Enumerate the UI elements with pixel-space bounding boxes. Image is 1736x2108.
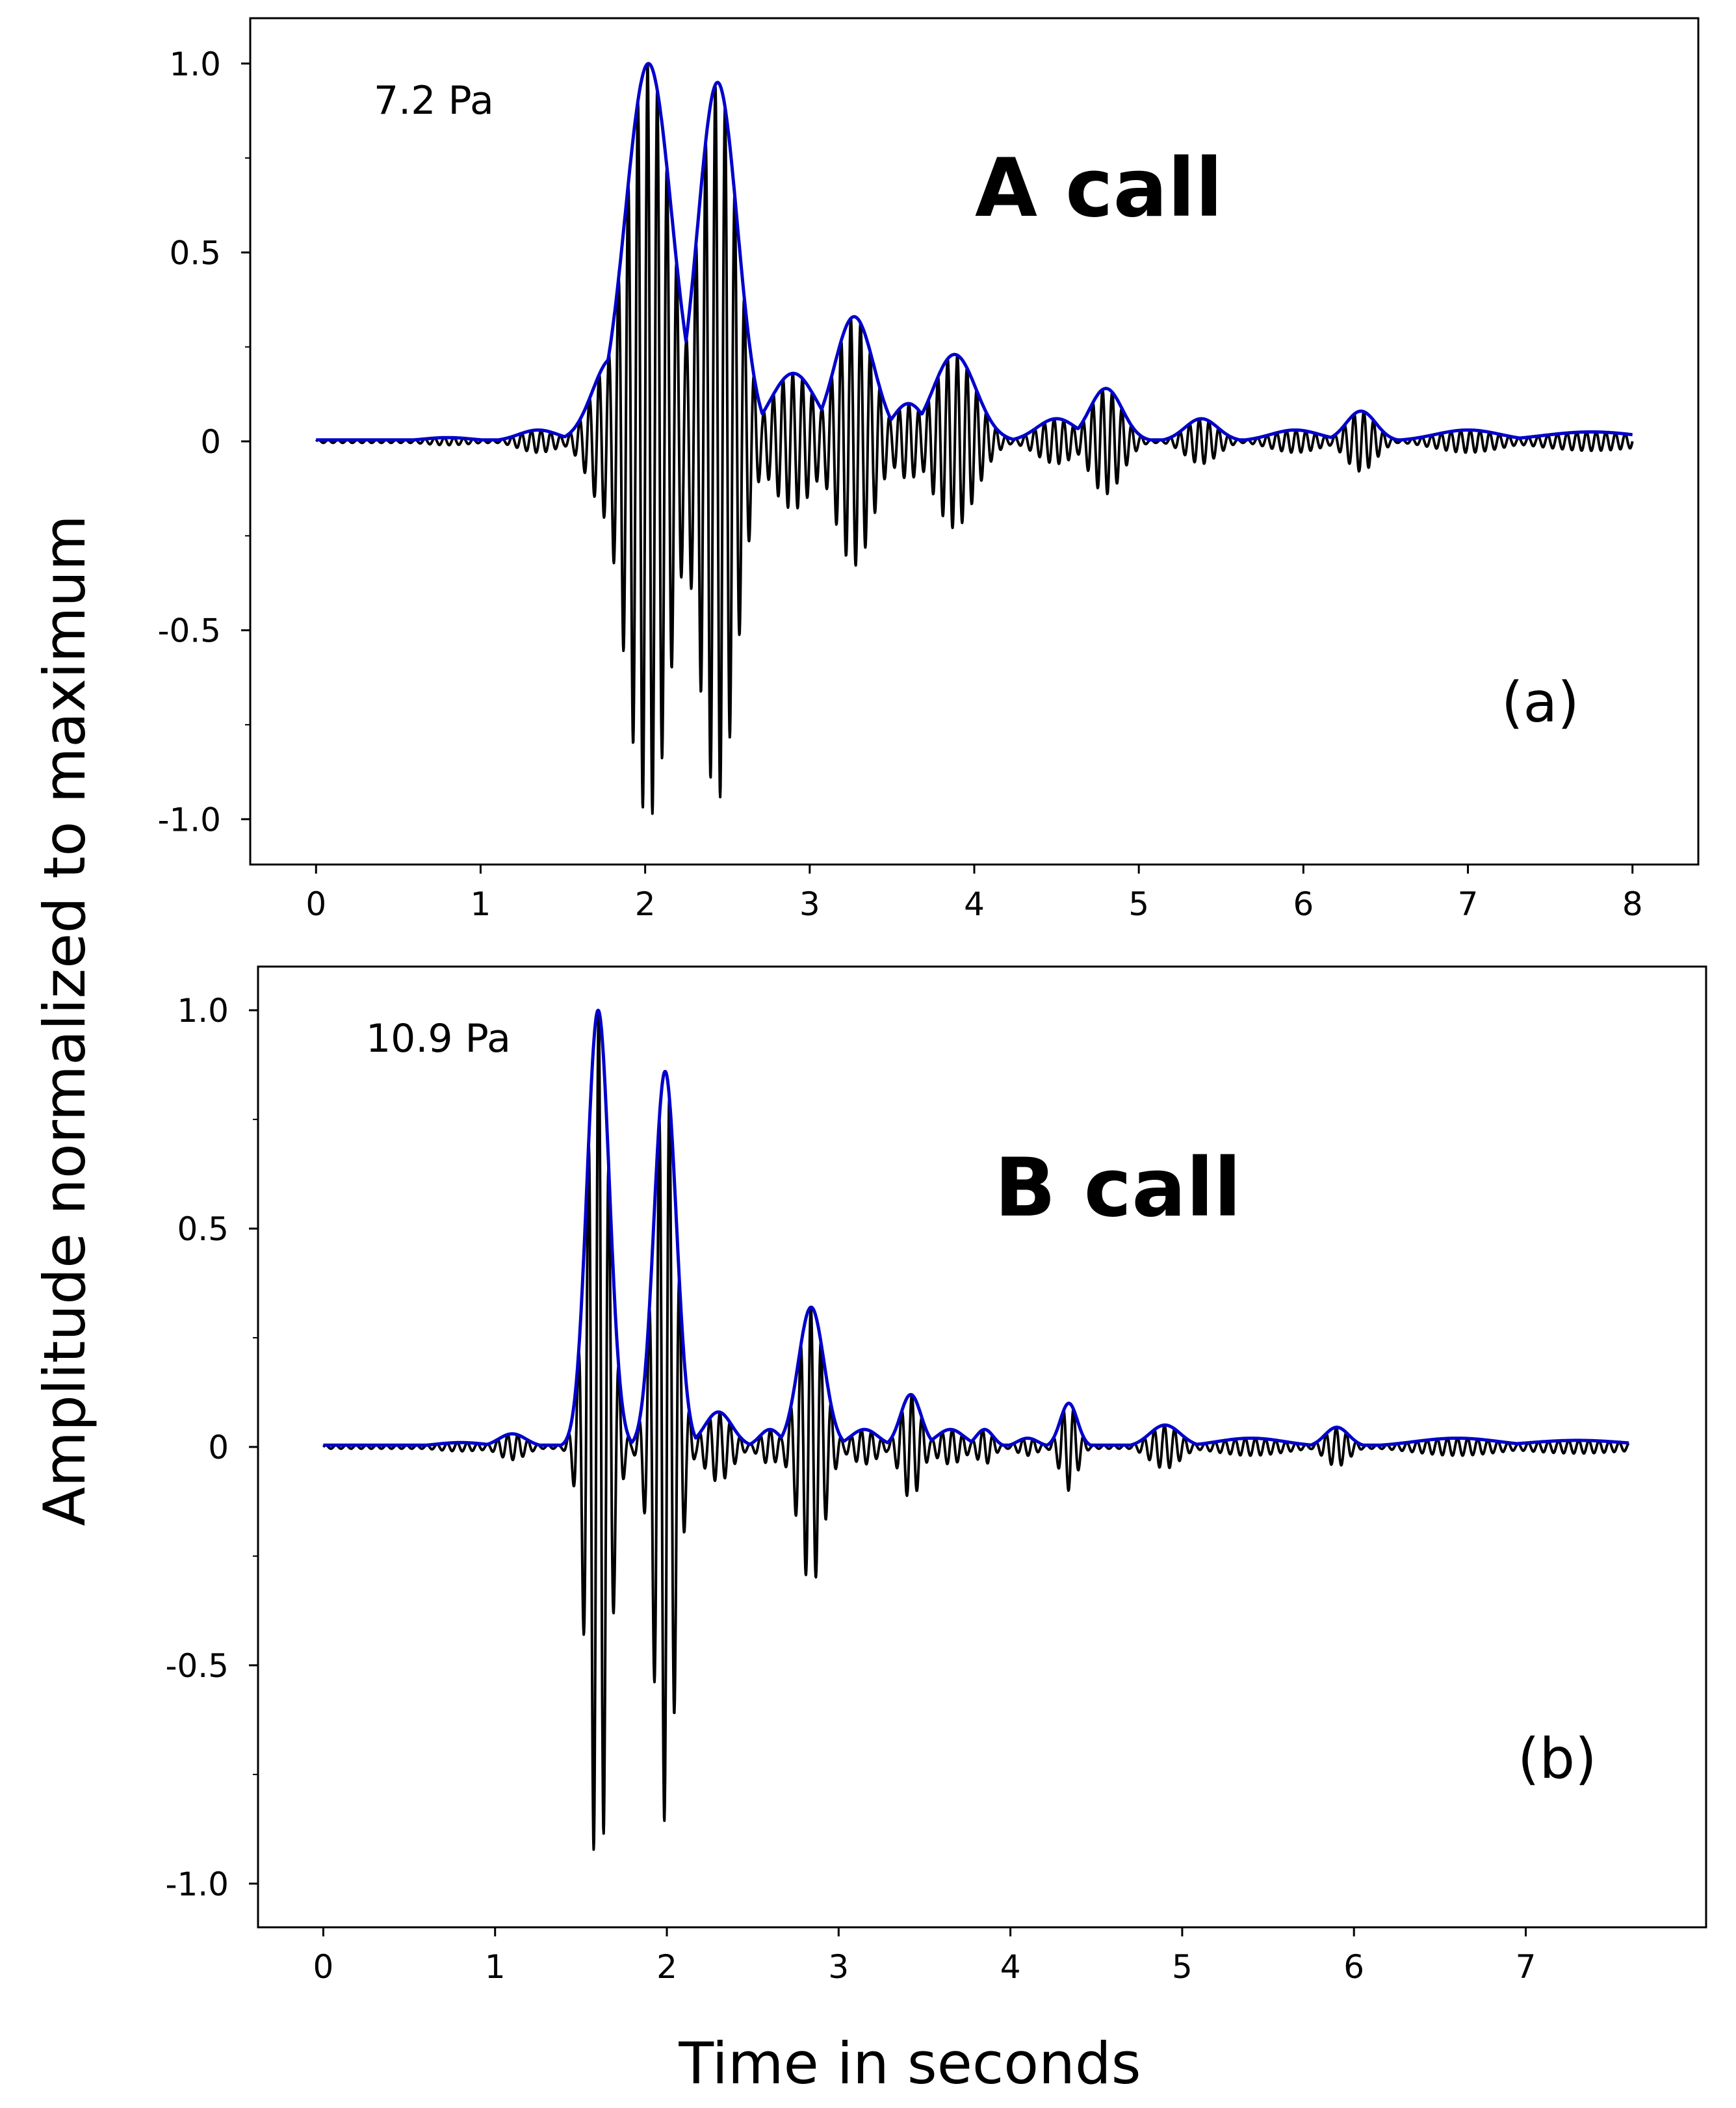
x-tick-label-b: 5 bbox=[1172, 1948, 1193, 1986]
x-ticks-a: 0 1 2 3 4 5 6 7 8 bbox=[305, 865, 1643, 923]
x-tick-label-b: 2 bbox=[656, 1948, 677, 1986]
y-tick-label-a: 0.5 bbox=[169, 234, 221, 272]
x-tick-label-b: 6 bbox=[1343, 1948, 1364, 1986]
x-tick-label-b: 4 bbox=[1000, 1948, 1021, 1986]
pressure-label-b: 10.9 Pa bbox=[366, 1016, 511, 1061]
y-tick-label-a: 1.0 bbox=[169, 46, 221, 83]
y-tick-label-a: 0 bbox=[200, 423, 221, 461]
envelope-line-a bbox=[315, 62, 1634, 442]
call-title-a: A call bbox=[975, 142, 1223, 235]
panel-label-a: (a) bbox=[1501, 670, 1579, 735]
envelope-series-a bbox=[315, 62, 1634, 442]
waveform-line-b bbox=[322, 1011, 1630, 1851]
x-ticks-b: 0 1 2 3 4 5 6 7 bbox=[313, 1927, 1536, 1986]
waveform-series-b bbox=[322, 1011, 1630, 1851]
waveform-series-a bbox=[315, 63, 1634, 815]
y-tick-label-b: 0.5 bbox=[177, 1210, 229, 1248]
y-axis-label: Amplitude normalized to maximum bbox=[31, 515, 98, 1526]
x-tick-label-b: 7 bbox=[1516, 1948, 1536, 1986]
x-tick-label-b: 3 bbox=[828, 1948, 849, 1986]
x-tick-label-a: 0 bbox=[305, 885, 326, 923]
y-tick-label-b: -1.0 bbox=[165, 1866, 229, 1903]
x-tick-label-b: 0 bbox=[313, 1948, 334, 1986]
x-tick-label-a: 7 bbox=[1458, 885, 1479, 923]
x-axis-label: Time in seconds bbox=[678, 2030, 1141, 2097]
panel-label-b: (b) bbox=[1518, 1726, 1597, 1791]
x-tick-label-b: 1 bbox=[485, 1948, 506, 1986]
y-tick-label-b: 1.0 bbox=[177, 992, 229, 1030]
y-tick-label-a: -0.5 bbox=[157, 612, 221, 650]
x-tick-label-a: 5 bbox=[1128, 885, 1149, 923]
pressure-label-a: 7.2 Pa bbox=[374, 78, 494, 124]
x-tick-label-a: 6 bbox=[1293, 885, 1314, 923]
x-tick-label-a: 3 bbox=[799, 885, 820, 923]
envelope-series-b bbox=[322, 1008, 1630, 1447]
y-ticks-b: 1.0 0.5 0 -0.5 -1.0 bbox=[165, 992, 258, 1903]
envelope-line-b bbox=[322, 1008, 1630, 1447]
y-ticks-a: 1.0 0.5 0 -0.5 -1.0 bbox=[157, 46, 250, 839]
x-tick-label-a: 4 bbox=[964, 885, 985, 923]
x-tick-label-a: 1 bbox=[471, 885, 491, 923]
y-tick-label-b: 0 bbox=[208, 1429, 229, 1466]
call-title-b: B call bbox=[994, 1141, 1241, 1235]
y-tick-label-b: -0.5 bbox=[165, 1647, 229, 1685]
x-tick-label-a: 2 bbox=[635, 885, 656, 923]
y-tick-label-a: -1.0 bbox=[157, 801, 221, 839]
x-tick-label-a: 8 bbox=[1622, 885, 1643, 923]
waveform-line-a bbox=[315, 63, 1634, 815]
